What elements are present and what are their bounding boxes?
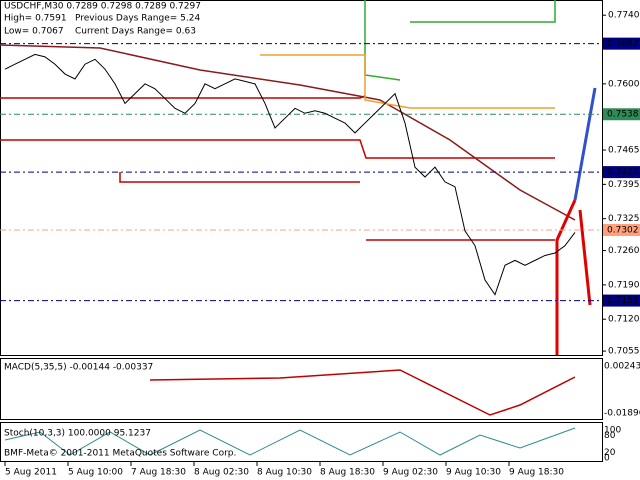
level-label: 0.7302 <box>607 225 639 235</box>
range-line <box>0 139 555 159</box>
range-line <box>119 172 360 183</box>
macd-label: MACD(5,35,5) -0.00144 -0.00337 <box>4 363 153 373</box>
level-box <box>603 108 640 121</box>
header-prev-range: Previous Days Range= 5.24 <box>75 14 200 24</box>
arrow <box>578 209 592 306</box>
header-high: High= 0.7591 <box>4 14 67 24</box>
range-line <box>260 54 555 109</box>
x-tick-label: 9 Aug 02:30 <box>383 468 438 478</box>
y-tick-label: 0.7120 <box>608 315 640 325</box>
stoch-tick-label: 0 <box>604 454 610 464</box>
y-tick-label: 0.7740 <box>608 11 640 21</box>
stoch-line <box>4 427 576 456</box>
stoch-tick-label: 100 <box>604 426 621 436</box>
price-line <box>4 53 576 296</box>
header-low: Low= 0.7067 <box>4 27 64 37</box>
y-tick-label: 0.7055 <box>608 347 640 357</box>
channel-line <box>410 0 556 23</box>
stoch-tick-label: 80 <box>604 431 616 441</box>
stoch-label: Stoch(10,3,3) 100.0000 95.1237 <box>4 429 151 439</box>
level-label: 0.7420 <box>607 168 639 178</box>
level-label: 0.7682 <box>607 39 639 49</box>
x-tick-label: 7 Aug 18:30 <box>131 468 186 478</box>
macd-panel <box>0 358 603 420</box>
x-tick-label: 8 Aug 18:30 <box>320 468 375 478</box>
x-tick-label: 8 Aug 10:30 <box>257 468 312 478</box>
level-label: 0.7538 <box>607 110 639 120</box>
level-box <box>603 294 640 307</box>
main-panel <box>0 0 603 356</box>
y-tick-label: 0.7465 <box>608 146 640 156</box>
y-tick-label: 0.7600 <box>608 79 640 89</box>
level-box <box>603 166 640 179</box>
ma-line <box>0 44 576 221</box>
x-tick-label: 9 Aug 18:30 <box>509 468 564 478</box>
macd-tick-label: 0.00243 <box>604 362 640 372</box>
y-tick-label: 0.7395 <box>608 180 640 190</box>
level-box <box>603 223 640 236</box>
y-tick-label: 0.7190 <box>608 280 640 290</box>
header-symbol: USDCHF,M30 0.7289 0.7298 0.7289 0.7297 <box>4 2 201 12</box>
level-label: 0.7158 <box>607 296 639 306</box>
macd-tick-label: -0.01896 <box>604 409 640 419</box>
stoch-panel <box>0 422 603 462</box>
y-tick-label: 0.7325 <box>608 214 640 224</box>
x-tick-label: 5 Aug 2011 <box>5 468 57 478</box>
stoch-tick-label: 20 <box>604 448 616 458</box>
decorations <box>0 0 597 456</box>
arrow <box>555 199 577 355</box>
y-tick-label: 0.7260 <box>608 246 640 256</box>
x-tick-label: 5 Aug 10:00 <box>68 468 123 478</box>
x-tick-label: 8 Aug 02:30 <box>194 468 249 478</box>
macd-signal <box>149 369 576 416</box>
copyright: BMF-Meta© 2001-2011 MetaQuotes Software … <box>4 449 236 459</box>
level-box <box>603 37 640 50</box>
header-curr-range: Current Days Range= 0.63 <box>75 27 196 37</box>
arrow <box>573 87 597 201</box>
x-tick-label: 9 Aug 10:30 <box>446 468 501 478</box>
